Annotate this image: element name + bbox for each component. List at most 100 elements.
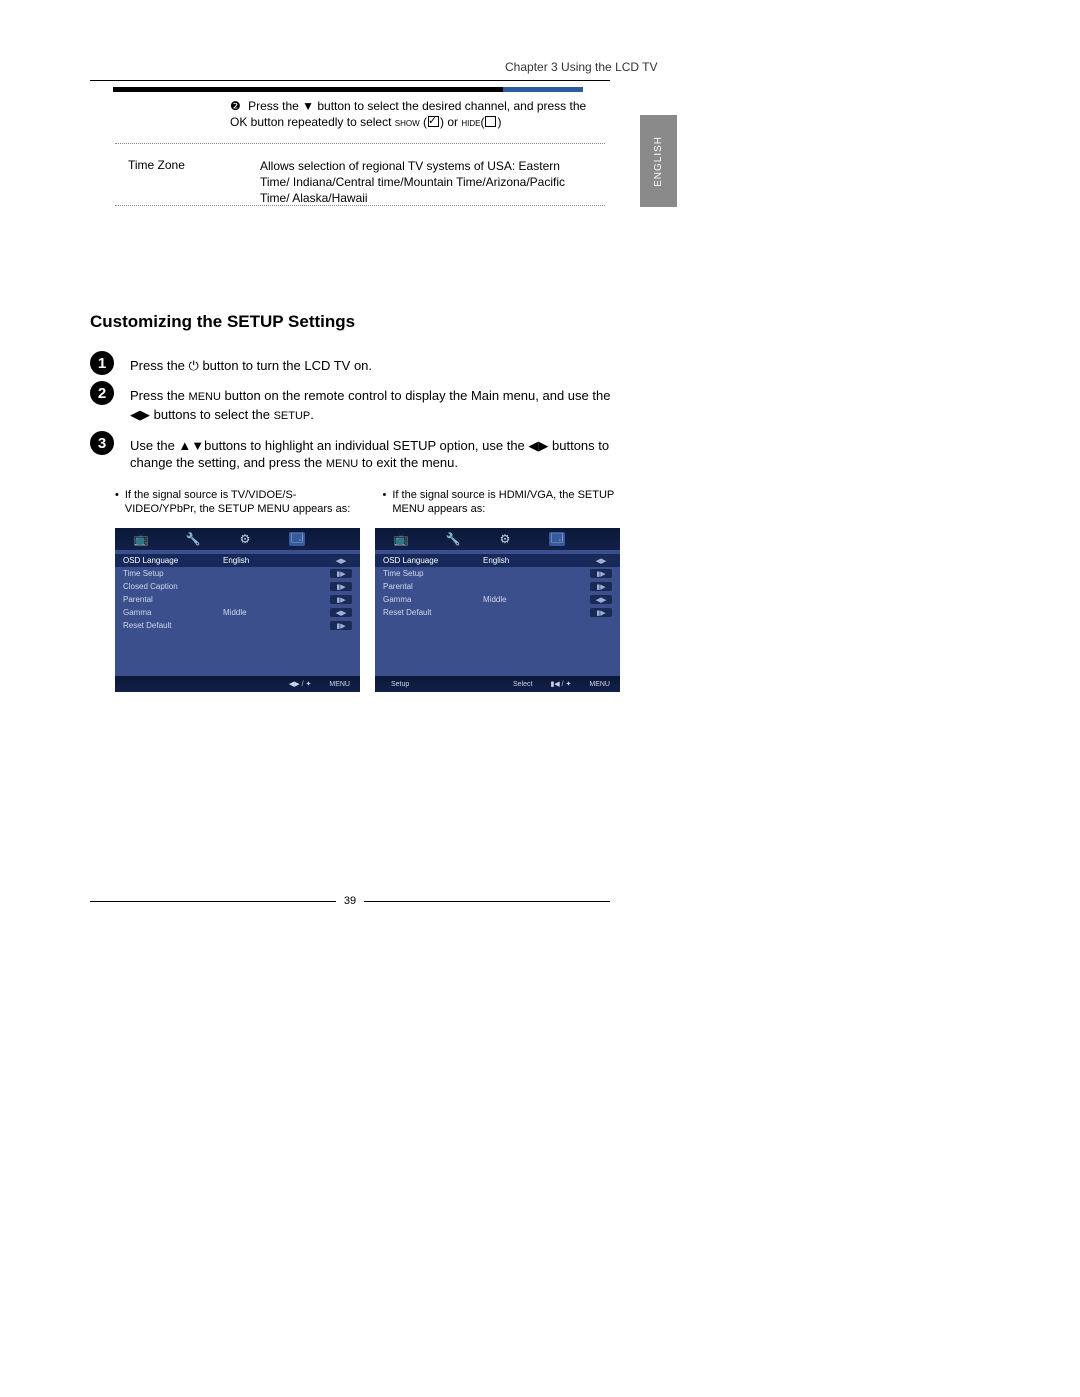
- menu-row: OSD LanguageEnglish◀▶: [115, 554, 360, 567]
- step-3-menu: MENU: [326, 458, 358, 470]
- section-title: Customizing the SETUP Settings: [90, 312, 355, 332]
- menu-footer-left: Setup: [391, 681, 409, 688]
- timezone-label: Time Zone: [128, 158, 185, 172]
- menu-row-label: OSD Language: [123, 556, 223, 565]
- menu-row-hint-icon: ▮▶: [590, 569, 612, 578]
- top-rule: [90, 80, 610, 81]
- menu-row-hint-icon: ▮▶: [330, 621, 352, 630]
- menu-row-label: Gamma: [383, 595, 483, 604]
- menu-row-label: Parental: [123, 595, 223, 604]
- menu-row-label: Reset Default: [383, 608, 483, 617]
- menu-row: Time Setup ▮▶: [115, 567, 360, 580]
- menu-row-label: Closed Caption: [123, 582, 223, 591]
- menu-left: 📺🔧⚙🗔OSD LanguageEnglish◀▶Time Setup▮▶Clo…: [115, 528, 360, 692]
- menu-footer-menu: MENU: [589, 681, 610, 688]
- step-2-text-c: .: [310, 407, 314, 422]
- menu-right: 📺🔧⚙🗔OSD LanguageEnglish◀▶Time Setup▮▶Par…: [375, 528, 620, 692]
- menu-row-label: Time Setup: [383, 569, 483, 578]
- menu-tab-icon: ⚙: [237, 532, 253, 546]
- step-1-text-b: button to turn the LCD TV on.: [199, 358, 372, 373]
- menu-row: OSD LanguageEnglish◀▶: [375, 554, 620, 567]
- menu-tab-icon: 📺: [393, 532, 409, 546]
- menu-row-hint-icon: ◀▶: [590, 595, 612, 604]
- chapter-header: Chapter 3 Using the LCD TV: [505, 60, 658, 74]
- menu-row: GammaMiddle◀▶: [375, 593, 620, 606]
- menu-row-hint-icon: ◀▶: [330, 608, 352, 617]
- menu-tab-icon: 📺: [133, 532, 149, 546]
- menu-tabbar: 📺 🔧 ⚙ 🗔: [115, 528, 360, 550]
- menu-footer-nav-icon: ▮◀ / ✦: [550, 680, 571, 688]
- language-tab: ENGLISH: [640, 115, 677, 207]
- menu-footer-select: Select: [513, 681, 532, 688]
- menu-footer-nav-icon: ◀▶ / ✦: [289, 680, 311, 688]
- menu-screenshots: 📺🔧⚙🗔OSD LanguageEnglish◀▶Time Setup▮▶Clo…: [115, 528, 620, 692]
- step-2-setup: SETUP: [274, 410, 311, 422]
- menu-row-label: Gamma: [123, 608, 223, 617]
- menu-row-hint-icon: ▮▶: [330, 569, 352, 578]
- step-1-text: Press the ⏻ button to turn the LCD TV on…: [130, 353, 620, 374]
- menu-row-label: Time Setup: [123, 569, 223, 578]
- bullet-icon: •: [383, 488, 387, 516]
- menu-body: OSD LanguageEnglish◀▶Time Setup▮▶Parenta…: [375, 550, 620, 676]
- menu-row: Time Setup ▮▶: [375, 567, 620, 580]
- menu-row-value: English: [483, 556, 590, 565]
- step-3-num-icon: 3: [90, 431, 114, 455]
- note-right: •If the signal source is HDMI/VGA, the S…: [383, 488, 621, 516]
- menu-row-hint-icon: ▮▶: [590, 582, 612, 591]
- menu-row-hint-icon: ▮▶: [330, 595, 352, 604]
- bar-blue: [503, 87, 583, 92]
- row1-text-c: ) or: [440, 115, 461, 129]
- step-2-num-icon: 2: [90, 381, 114, 405]
- language-tab-text: ENGLISH: [653, 136, 664, 187]
- step-2: 2 Press the MENU button on the remote co…: [90, 383, 620, 425]
- page-number: 39: [336, 895, 364, 907]
- menu-tab-icon: 🗔: [289, 532, 305, 546]
- menu-tab-icon: 🔧: [185, 532, 201, 546]
- footer-rule: 39: [90, 895, 610, 907]
- step-3-text: Use the ▲▼buttons to highlight an indivi…: [130, 433, 620, 473]
- row1-show: show: [395, 117, 420, 129]
- step-1-text-a: Press the: [130, 358, 189, 373]
- menu-footer-menu: MENU: [329, 681, 350, 688]
- menu-row-hint-icon: ◀▶: [330, 556, 352, 565]
- dotted-rule-2: [115, 205, 605, 206]
- step-2-text-a: Press the: [130, 388, 189, 403]
- notes-row: •If the signal source is TV/VIDOE/S-VIDE…: [115, 488, 620, 516]
- menu-body: OSD LanguageEnglish◀▶Time Setup▮▶Closed …: [115, 550, 360, 676]
- row1-text-b: (: [420, 115, 427, 129]
- menu-row: GammaMiddle◀▶: [115, 606, 360, 619]
- step-1: 1 Press the ⏻ button to turn the LCD TV …: [90, 353, 620, 375]
- menu-row: Closed Caption ▮▶: [115, 580, 360, 593]
- menu-row-label: OSD Language: [383, 556, 483, 565]
- menu-row: Reset Default ▮▶: [375, 606, 620, 619]
- menu-row-label: Parental: [383, 582, 483, 591]
- menu-row-hint-icon: ◀▶: [590, 556, 612, 565]
- note-left: •If the signal source is TV/VIDOE/S-VIDE…: [115, 488, 353, 516]
- menu-row-hint-icon: ▮▶: [330, 582, 352, 591]
- checkbox-empty-icon: [485, 116, 496, 127]
- row1-text-d: (: [480, 115, 484, 129]
- menu-row-hint-icon: ▮▶: [590, 608, 612, 617]
- menu-footer: Setup Select ▮◀ / ✦ MENU: [375, 676, 620, 692]
- menu-footer: ◀▶ / ✦ MENU: [115, 676, 360, 692]
- menu-row-value: Middle: [223, 608, 330, 617]
- menu-row: Reset Default▮▶: [115, 619, 360, 632]
- footer-line-left: [90, 901, 336, 902]
- menu-tab-icon: 🔧: [445, 532, 461, 546]
- row1-text-e: ): [497, 115, 501, 129]
- menu-row-value: English: [223, 556, 330, 565]
- step-3: 3 Use the ▲▼buttons to highlight an indi…: [90, 433, 620, 473]
- bullet-icon: •: [115, 488, 119, 516]
- menu-row: Parental ▮▶: [115, 593, 360, 606]
- steps-list: 1 Press the ⏻ button to turn the LCD TV …: [90, 345, 620, 473]
- menu-row: Parental ▮▶: [375, 580, 620, 593]
- step-2-text: Press the MENU button on the remote cont…: [130, 383, 620, 425]
- table-row-desc: ❷ Press the ▼ button to select the desir…: [230, 98, 590, 131]
- menu-row-value: Middle: [483, 595, 590, 604]
- power-icon: ⏻: [189, 358, 199, 373]
- timezone-text: Allows selection of regional TV systems …: [260, 158, 590, 206]
- dotted-rule-1: [115, 143, 605, 144]
- step-3-text-b: to exit the menu.: [358, 455, 458, 470]
- note-left-text: If the signal source is TV/VIDOE/S-VIDEO…: [125, 488, 353, 516]
- menu-tabbar: 📺🔧⚙🗔: [375, 528, 620, 550]
